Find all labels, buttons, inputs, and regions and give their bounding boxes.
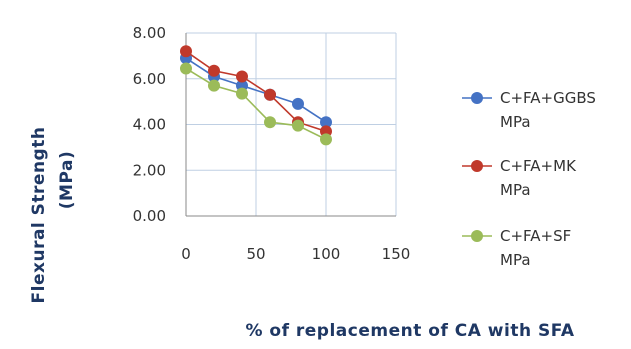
x-tick-labels: 0 50 100 150: [181, 245, 410, 263]
y-tick-label: 8.00: [133, 24, 166, 42]
data-point: [208, 79, 220, 92]
x-tick-label: 50: [246, 245, 265, 263]
legend-label: C+FA+GGBS: [500, 89, 596, 107]
x-tick-label: 0: [181, 245, 191, 263]
legend: C+FA+GGBS MPa C+FA+MK MPa C+FA+SF MPa: [462, 89, 596, 269]
x-tick-label: 150: [382, 245, 411, 263]
legend-entry-2: C+FA+MK MPa: [462, 157, 577, 199]
x-tick-label: 100: [312, 245, 341, 263]
data-point: [180, 45, 192, 58]
data-point: [320, 133, 332, 146]
legend-unit: MPa: [500, 113, 531, 131]
series-3: [180, 62, 332, 146]
data-point: [320, 116, 332, 129]
data-point: [292, 97, 304, 110]
legend-entry-1: C+FA+GGBS MPa: [462, 89, 596, 131]
legend-entry-3: C+FA+SF MPa: [462, 227, 571, 269]
y-axis-title-line2: (MPa): [57, 151, 77, 209]
y-axis-title-line1: Flexural Strength: [29, 127, 49, 304]
legend-marker: [471, 230, 483, 242]
data-point: [264, 116, 276, 129]
data-point: [264, 88, 276, 101]
legend-label: C+FA+MK: [500, 157, 577, 175]
data-point: [236, 70, 248, 83]
data-point: [292, 119, 304, 132]
y-tick-label: 2.00: [133, 161, 166, 179]
legend-marker: [471, 160, 483, 172]
y-tick-label: 0.00: [133, 207, 166, 225]
data-point: [236, 87, 248, 100]
y-tick-labels: 0.00 2.00 4.00 6.00 8.00: [133, 24, 166, 225]
data-point: [180, 62, 192, 75]
x-axis-title: % of replacement of CA with SFA: [245, 321, 574, 341]
legend-unit: MPa: [500, 251, 531, 269]
data-point: [208, 64, 220, 77]
legend-label: C+FA+SF: [500, 227, 571, 245]
y-tick-label: 4.00: [133, 116, 166, 134]
legend-unit: MPa: [500, 181, 531, 199]
legend-marker: [471, 92, 483, 104]
series-group: [180, 45, 332, 146]
y-tick-label: 6.00: [133, 70, 166, 88]
